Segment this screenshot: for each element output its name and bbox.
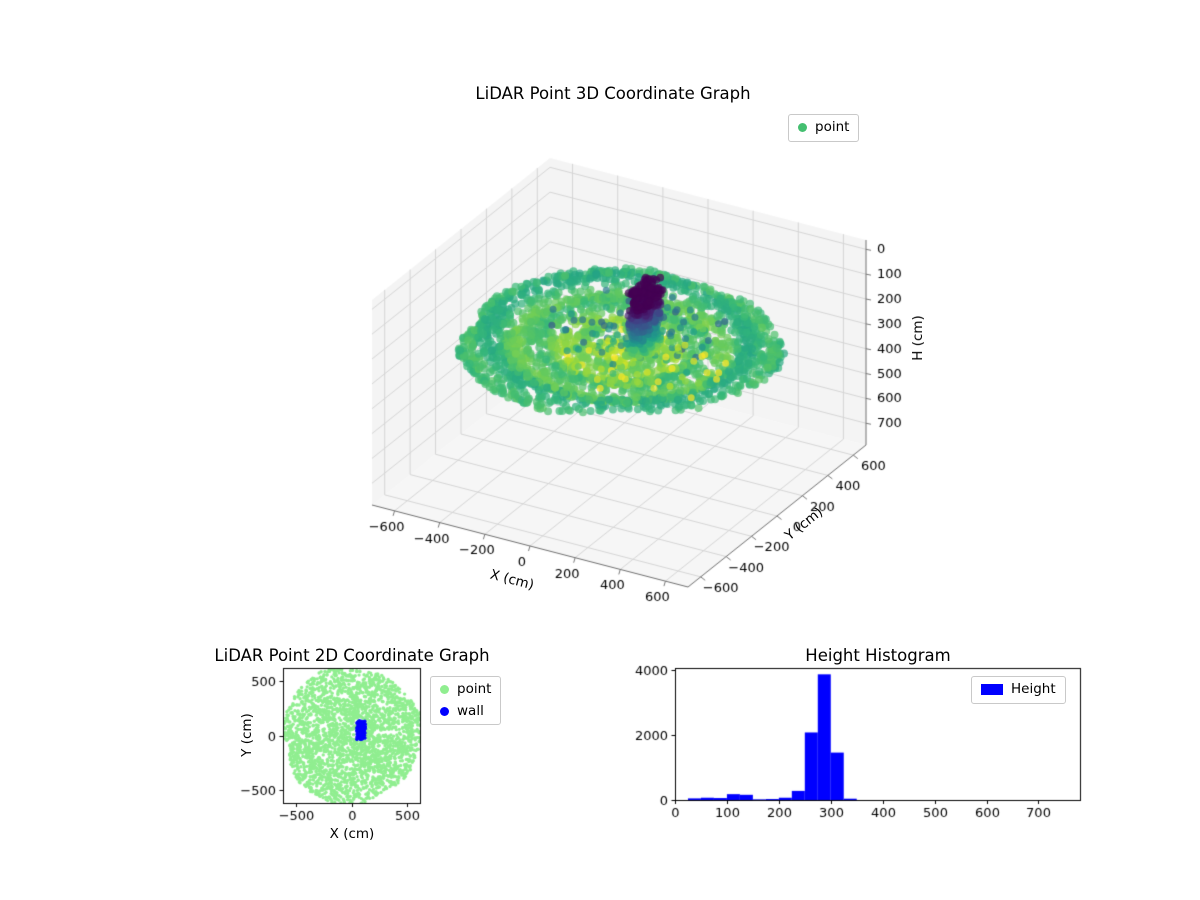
point-marker-icon bbox=[440, 685, 449, 695]
plot3d-legend: point bbox=[788, 114, 860, 142]
plot2d-title: LiDAR Point 2D Coordinate Graph bbox=[214, 646, 490, 665]
legend-label-wall-2d: wall bbox=[457, 702, 484, 719]
legend-label-point-2d: point bbox=[457, 681, 492, 697]
histogram-title: Height Histogram bbox=[805, 646, 951, 665]
point-marker-icon bbox=[798, 123, 807, 133]
plot3d-canvas bbox=[280, 100, 960, 660]
plot3d-zlabel: H (cm) bbox=[910, 315, 926, 361]
histogram-legend: Height bbox=[971, 676, 1066, 704]
plot2d-ylabel: Y (cm) bbox=[239, 713, 255, 757]
plot2d-canvas bbox=[240, 640, 540, 855]
plot2d-legend: point wall bbox=[430, 676, 502, 726]
legend-item-point-2d: point bbox=[440, 681, 491, 699]
legend-item-point-3d: point bbox=[798, 119, 849, 137]
histogram-canvas bbox=[620, 640, 1100, 855]
legend-item-wall-2d: wall bbox=[440, 703, 491, 721]
legend-item-height: Height bbox=[981, 681, 1056, 699]
height-patch-icon bbox=[981, 684, 1003, 696]
plot3d-title: LiDAR Point 3D Coordinate Graph bbox=[475, 84, 751, 103]
plot2d-xlabel: X (cm) bbox=[329, 826, 375, 842]
wall-marker-icon bbox=[440, 706, 449, 716]
legend-label-height: Height bbox=[1011, 681, 1056, 697]
legend-label-point-3d: point bbox=[815, 119, 850, 135]
